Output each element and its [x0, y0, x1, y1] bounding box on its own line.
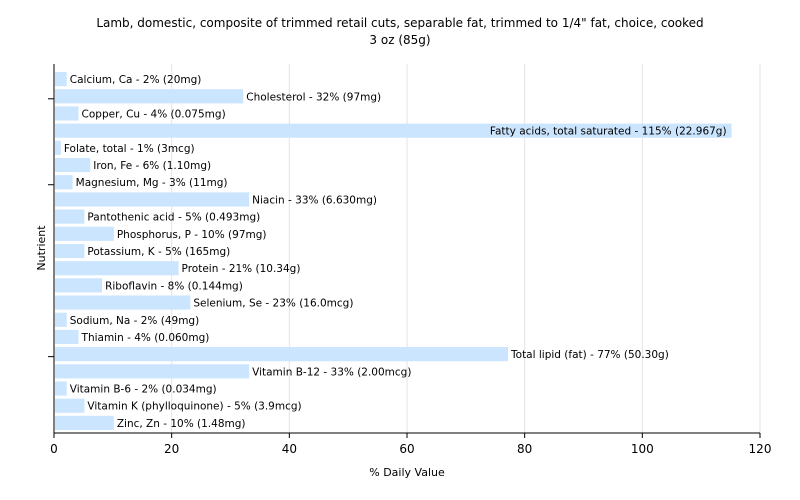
bar-label: Selenium, Se - 23% (16.0mcg) — [193, 298, 353, 310]
bar-label: Total lipid (fat) - 77% (50.30g) — [510, 349, 669, 361]
bar — [55, 364, 250, 379]
x-tick-label: 60 — [399, 442, 414, 456]
bar — [55, 72, 67, 87]
bar-label: Zinc, Zn - 10% (1.48mg) — [117, 418, 246, 430]
bar-label: Cholesterol - 32% (97mg) — [246, 91, 381, 103]
bar-label: Calcium, Ca - 2% (20mg) — [70, 74, 202, 86]
bar — [55, 312, 67, 327]
bar-label: Vitamin B-12 - 33% (2.00mcg) — [252, 366, 411, 378]
bar — [55, 226, 114, 241]
bar — [55, 89, 244, 104]
x-tick-label: 20 — [164, 442, 179, 456]
bar — [55, 192, 250, 207]
y-axis-label: Nutrient — [35, 225, 48, 271]
x-tick-label: 120 — [749, 442, 772, 456]
bar-label: Potassium, K - 5% (165mg) — [87, 246, 230, 258]
bar-label: Riboflavin - 8% (0.144mg) — [105, 280, 243, 292]
bar — [55, 398, 85, 413]
x-ticks: 0 20 40 60 80 100 120 — [50, 433, 771, 456]
bar — [55, 381, 67, 396]
chart-subtitle: 3 oz (85g) — [369, 33, 430, 47]
x-tick-label: 100 — [631, 442, 654, 456]
chart-title: Lamb, domestic, composite of trimmed ret… — [96, 16, 703, 30]
bar — [55, 140, 61, 155]
bar-label: Vitamin B-6 - 2% (0.034mg) — [70, 384, 217, 396]
bar — [55, 175, 73, 190]
bar-label: Iron, Fe - 6% (1.10mg) — [93, 160, 211, 172]
bars: Calcium, Ca - 2% (20mg) Cholesterol - 32%… — [55, 72, 732, 430]
bar — [55, 157, 91, 173]
bar-label: Pantothenic acid - 5% (0.493mg) — [87, 212, 260, 224]
bar-label: Sodium, Na - 2% (49mg) — [70, 315, 199, 327]
bar-label: Folate, total - 1% (3mcg) — [64, 143, 195, 155]
bar-label: Thiamin - 4% (0.060mg) — [81, 332, 210, 344]
bar — [55, 106, 79, 121]
x-tick-label: 0 — [50, 442, 58, 456]
bar — [55, 123, 732, 138]
bar — [55, 347, 509, 362]
x-tick-label: 80 — [517, 442, 532, 456]
x-tick-label: 40 — [282, 442, 297, 456]
bar-label: Phosphorus, P - 10% (97mg) — [117, 229, 267, 241]
bar-label: Copper, Cu - 4% (0.075mg) — [82, 108, 226, 120]
bar — [55, 278, 103, 293]
bar — [55, 329, 79, 345]
bar — [55, 295, 191, 310]
bar-label: Magnesium, Mg - 3% (11mg) — [76, 177, 228, 189]
bar-label: Protein - 21% (10.34g) — [182, 263, 301, 275]
bar — [55, 415, 114, 430]
bar — [55, 209, 85, 224]
bar-label: Niacin - 33% (6.630mg) — [252, 194, 377, 206]
bar-label: Vitamin K (phylloquinone) - 5% (3.9mcg) — [87, 401, 301, 413]
bar-label: Fatty acids, total saturated - 115% (22.… — [490, 126, 727, 138]
bar — [55, 261, 179, 276]
x-axis-label: % Daily Value — [369, 466, 445, 479]
bar — [55, 243, 85, 259]
